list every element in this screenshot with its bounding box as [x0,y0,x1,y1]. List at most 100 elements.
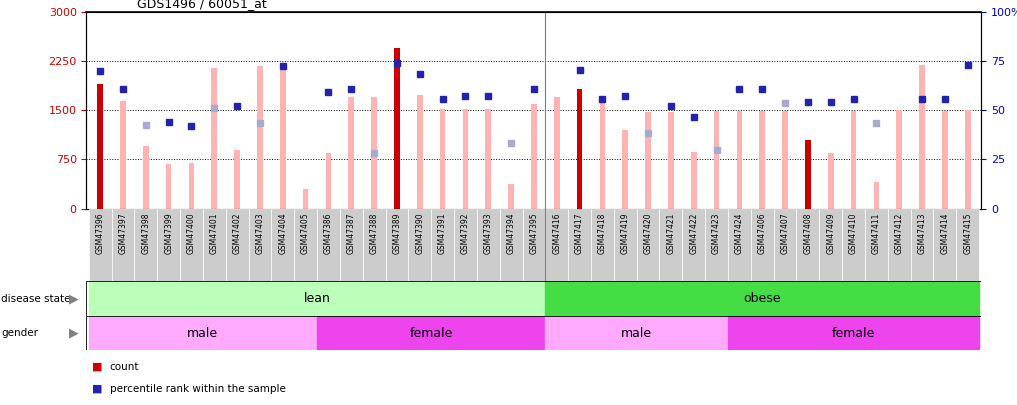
Text: GSM47398: GSM47398 [141,212,151,254]
FancyBboxPatch shape [523,209,545,281]
FancyBboxPatch shape [569,209,591,281]
FancyBboxPatch shape [112,209,134,281]
Text: GSM47410: GSM47410 [849,212,858,254]
Bar [439,109,445,209]
Text: GSM47394: GSM47394 [506,212,516,254]
FancyBboxPatch shape [842,209,865,281]
Text: GSM47418: GSM47418 [598,212,607,254]
Bar [736,111,742,209]
Bar [143,146,148,209]
Bar [577,90,583,209]
Bar [714,111,719,209]
Text: GSM47401: GSM47401 [210,212,219,254]
Text: GSM47421: GSM47421 [666,212,675,254]
Text: GSM47404: GSM47404 [279,212,287,254]
Bar [394,64,400,209]
Bar [805,140,811,209]
Text: count: count [110,362,139,371]
FancyBboxPatch shape [751,209,774,281]
Text: GSM47409: GSM47409 [826,212,835,254]
Bar [577,93,583,209]
FancyBboxPatch shape [158,209,180,281]
Text: GSM47411: GSM47411 [872,212,881,254]
Text: GSM47423: GSM47423 [712,212,721,254]
Text: GSM47420: GSM47420 [644,212,653,254]
FancyBboxPatch shape [340,209,363,281]
Bar [257,66,262,209]
Bar [645,112,651,209]
FancyBboxPatch shape [317,209,340,281]
FancyBboxPatch shape [682,209,705,281]
Text: female: female [832,326,876,340]
Bar [317,316,545,350]
FancyBboxPatch shape [202,209,226,281]
Text: GSM47386: GSM47386 [324,212,333,254]
Bar [98,84,103,209]
Text: percentile rank within the sample: percentile rank within the sample [110,384,286,394]
Text: GSM47417: GSM47417 [575,212,584,254]
Bar [88,281,545,316]
Bar [828,153,834,209]
FancyBboxPatch shape [910,209,934,281]
Bar [760,111,765,209]
FancyBboxPatch shape [888,209,910,281]
Bar [554,97,559,209]
Bar [691,152,697,209]
FancyBboxPatch shape [659,209,682,281]
Bar [280,66,286,209]
Text: ■: ■ [92,384,102,394]
Text: ▶: ▶ [69,292,78,305]
FancyBboxPatch shape [774,209,796,281]
FancyBboxPatch shape [454,209,477,281]
FancyBboxPatch shape [705,209,728,281]
FancyBboxPatch shape [248,209,272,281]
Bar [728,316,979,350]
Bar [88,316,317,350]
Bar [98,84,103,209]
Bar [919,64,924,209]
Text: GSM47412: GSM47412 [895,212,904,254]
Text: GSM47414: GSM47414 [941,212,950,254]
Text: GSM47389: GSM47389 [393,212,402,254]
Text: gender: gender [1,328,38,338]
Bar [896,111,902,209]
Text: GSM47396: GSM47396 [96,212,105,254]
Bar [120,100,126,209]
Text: GSM47400: GSM47400 [187,212,196,254]
Text: GSM47387: GSM47387 [347,212,356,254]
Bar [212,68,218,209]
FancyBboxPatch shape [637,209,659,281]
FancyBboxPatch shape [499,209,523,281]
Text: GSM47403: GSM47403 [255,212,264,254]
FancyBboxPatch shape [409,209,431,281]
Bar [782,111,788,209]
Text: female: female [410,326,453,340]
FancyBboxPatch shape [180,209,202,281]
Bar [371,97,377,209]
FancyBboxPatch shape [294,209,317,281]
Text: GSM47407: GSM47407 [781,212,789,254]
Bar [545,316,728,350]
Bar [325,153,332,209]
Text: GSM47406: GSM47406 [758,212,767,254]
Bar [234,150,240,209]
Text: GSM47397: GSM47397 [118,212,127,254]
Bar [417,95,423,209]
Text: lean: lean [304,292,331,305]
Text: GSM47395: GSM47395 [530,212,538,254]
FancyBboxPatch shape [477,209,499,281]
Bar [485,109,491,209]
FancyBboxPatch shape [363,209,385,281]
Bar [668,112,673,209]
Text: GSM47399: GSM47399 [164,212,173,254]
Bar [942,111,948,209]
Bar [874,182,880,209]
Text: ▶: ▶ [69,326,78,340]
FancyBboxPatch shape [88,209,112,281]
FancyBboxPatch shape [796,209,820,281]
Bar [850,111,856,209]
Text: GSM47393: GSM47393 [484,212,493,254]
Text: obese: obese [743,292,781,305]
FancyBboxPatch shape [820,209,842,281]
Bar [545,281,979,316]
